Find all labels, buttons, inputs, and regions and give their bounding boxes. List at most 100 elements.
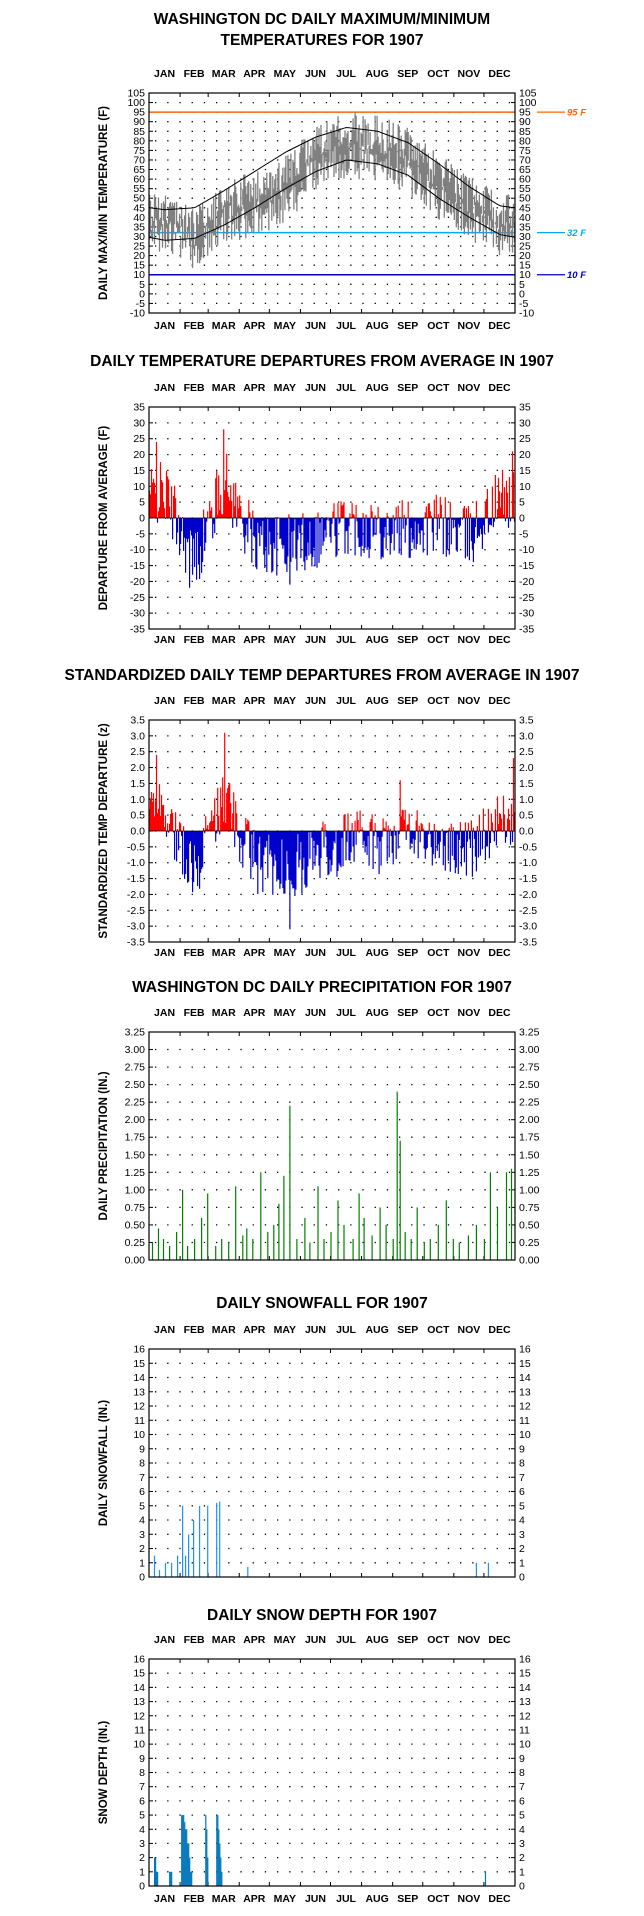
pcp-y-tick-right: 0.50 [519,1219,540,1231]
depth-bar [220,1857,222,1886]
pcp-top-month-label-nov: NOV [457,1007,480,1019]
snow-y-tick-left: 12 [133,1401,145,1413]
depth-bar [218,1829,220,1887]
dep-y-tick-right: -15 [519,560,534,572]
pcp-y-tick-right: 0.75 [519,1202,540,1214]
dep-y-tick-right: -30 [519,608,534,620]
snow-y-tick-left: 3 [139,1529,145,1541]
depth-bar [181,1815,183,1886]
temp-bottom-month-label-sep: SEP [397,320,418,332]
temp-y-tick-right: 15 [519,260,531,272]
depth-y-tick-left: 7 [139,1781,145,1793]
depth-y-tick-left: 2 [139,1852,145,1864]
pcp-top-month-label-jul: JUL [336,1007,356,1019]
depth-y-tick-right: 11 [519,1724,530,1736]
dep-y-tick-left: 5 [139,497,145,509]
snow-y-tick-right: 2 [519,1543,525,1555]
depth-bottom-month-label-nov: NOV [457,1893,480,1905]
dep-y-tick-right: -20 [519,576,534,588]
depth-grid-dots [155,1672,511,1873]
dep-y-tick-left: 25 [133,433,145,445]
temp-y-tick-right: 85 [519,126,531,138]
depth-bar [157,1871,159,1886]
depth-bar [205,1815,207,1886]
depth-bar [484,1871,487,1886]
snow-y-tick-left: 1 [139,1557,145,1569]
dep-bottom-month-label-oct: OCT [427,634,450,646]
depth-plot-frame [148,1658,516,1887]
snow-y-axis-label: DAILY SNOWFALL (IN.) [98,1400,110,1526]
pcp-y-tick-right: 1.00 [519,1184,540,1196]
dep-top-month-label-jul: JUL [336,382,356,394]
std-y-tick-left: 3.0 [130,730,145,742]
std-y-tick-left: 0.5 [130,810,145,822]
depth-y-tick-left: 0 [139,1881,145,1893]
depth-y-tick-right: 8 [519,1767,525,1779]
depth-bottom-month-label-jan: JAN [154,1893,175,1905]
pcp-y-tick-right: 2.00 [519,1114,540,1126]
dep-top-month-label-feb: FEB [184,382,205,394]
temp-y-tick-right: 70 [519,154,531,166]
std-y-tick-left: 2.0 [130,762,145,774]
dep-y-tick-right: 30 [519,417,531,429]
depth-title-line-1: DAILY SNOW DEPTH FOR 1907 [207,1607,437,1624]
temp-top-month-label-sep: SEP [397,68,418,80]
pcp-y-tick-right: 0.25 [519,1237,540,1249]
std-y-tick-left: -3.0 [127,921,145,933]
temp-top-month-label-oct: OCT [427,68,450,80]
snow-y-tick-right: 4 [519,1515,525,1527]
std-positive-bars [148,732,516,831]
std-bottom-month-label-jan: JAN [154,947,175,959]
temp-y-tick-right: 0 [519,288,525,300]
depth-y-tick-left: 3 [139,1838,145,1850]
std-top-month-label-may: MAY [274,695,296,707]
snow-y-tick-left: 14 [133,1372,145,1384]
dep-bottom-month-label-nov: NOV [457,634,480,646]
snow-y-tick-left: 5 [139,1500,145,1512]
temp-y-tick-left: 105 [127,88,145,100]
depth-bottom-month-label-dec: DEC [488,1893,511,1905]
temp-bottom-month-label-jun: JUN [305,320,326,332]
snow-y-tick-right: 10 [519,1429,531,1441]
snow-y-tick-left: 15 [133,1358,145,1370]
snow-y-tick-right: 14 [519,1372,531,1384]
std-bottom-month-label-feb: FEB [184,947,205,959]
depth-bar [206,1829,208,1887]
temp-y-tick-left: 5 [139,279,145,291]
snow-y-tick-right: 15 [519,1358,531,1370]
dep-y-tick-right: 25 [519,433,531,445]
temp-bottom-month-label-feb: FEB [184,320,205,332]
std-bottom-month-label-sep: SEP [397,947,418,959]
std-y-tick-left: -2.5 [127,905,145,917]
std-y-axis-label: STANDARDIZED TEMP DEPARTURE (z) [98,723,110,938]
std-bottom-month-label-jul: JUL [336,947,356,959]
dep-y-tick-right: 20 [519,449,531,461]
pcp-y-tick-left: 2.00 [125,1114,146,1126]
temp-bottom-month-label-jul: JUL [336,320,356,332]
dep-y-tick-right: 0 [519,513,525,525]
depth-top-month-label-jun: JUN [305,1634,326,1646]
pcp-y-tick-left: 3.00 [125,1044,146,1056]
depth-y-tick-right: 3 [519,1838,525,1850]
temp-y-tick-right: 35 [519,221,531,233]
pcp-top-month-label-jan: JAN [154,1007,175,1019]
temp-bottom-month-label-nov: NOV [457,320,480,332]
dep-y-tick-left: -15 [130,560,145,572]
dep-top-month-label-may: MAY [274,382,296,394]
dep-bottom-month-label-jun: JUN [305,634,326,646]
pcp-y-tick-right: 1.25 [519,1167,540,1179]
temp-bottom-month-label-mar: MAR [212,320,236,332]
std-top-month-label-mar: MAR [212,695,236,707]
dep-top-month-label-dec: DEC [488,382,511,394]
dep-y-tick-right: 15 [519,465,531,477]
std-bottom-month-label-dec: DEC [488,947,511,959]
std-bottom-month-label-aug: AUG [365,947,388,959]
depth-y-axis-label: SNOW DEPTH (IN.) [98,1721,110,1825]
dep-bottom-month-label-aug: AUG [365,634,388,646]
dep-y-tick-right: -25 [519,592,534,604]
snow-y-tick-right: 9 [519,1443,525,1455]
pcp-top-month-label-aug: AUG [365,1007,388,1019]
std-y-tick-right: 0.0 [519,826,534,838]
dep-top-month-label-aug: AUG [365,382,388,394]
snow-top-month-label-jul: JUL [336,1324,356,1336]
